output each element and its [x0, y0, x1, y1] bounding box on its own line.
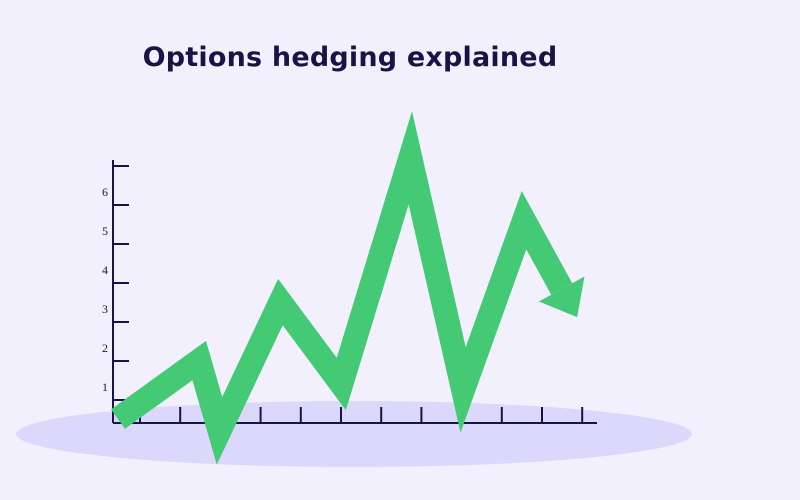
- page-title: Options hedging explained: [142, 42, 558, 73]
- series-line: [110, 111, 573, 465]
- y-tick-label: 2: [102, 341, 108, 355]
- y-tick-label: 4: [102, 263, 108, 277]
- y-tick-label: 6: [102, 185, 108, 199]
- ground-shadow: [16, 401, 692, 467]
- arrow-head: [538, 276, 585, 318]
- y-tick-label: 3: [102, 302, 108, 316]
- y-tick-label: 5: [102, 224, 108, 238]
- y-tick-label: 1: [102, 380, 108, 394]
